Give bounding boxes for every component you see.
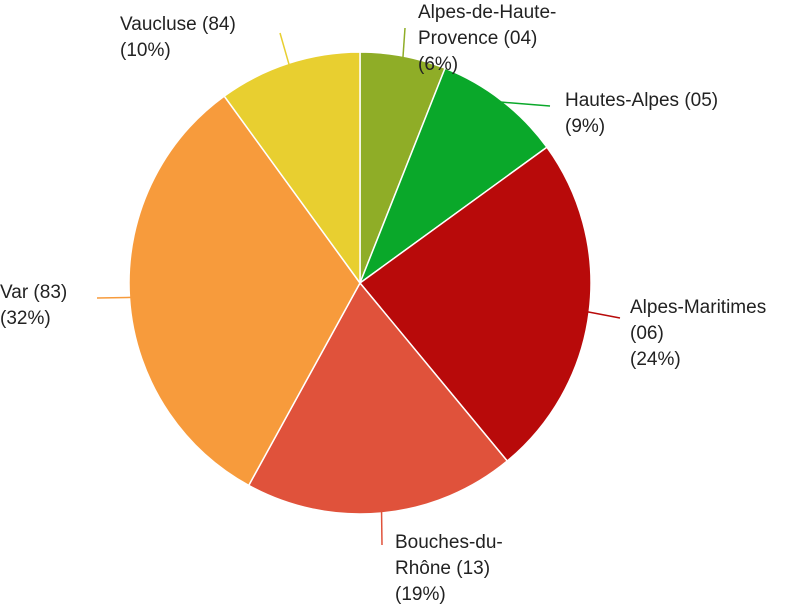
slice-label: Var (83) (32%)	[0, 280, 90, 332]
category-label: Alpes-de-Haute-Provence (04)	[418, 2, 557, 49]
value-label: (19%)	[395, 584, 446, 605]
category-label: Vaucluse (84)	[120, 14, 236, 35]
category-label: Bouches-du-Rhône (13)	[395, 532, 503, 579]
leader-line	[279, 32, 290, 66]
category-label: Var (83)	[0, 282, 68, 303]
slice-label: Alpes-de-Haute-Provence (04) (6%)	[418, 0, 586, 78]
pie-slice	[358, 67, 548, 286]
slice-label: Hautes-Alpes (05) (9%)	[565, 88, 775, 140]
leader-line	[500, 101, 551, 107]
value-label: (9%)	[565, 116, 606, 137]
category-label: Alpes-Maritimes (06)	[630, 297, 767, 344]
value-label: (32%)	[0, 308, 51, 329]
slice-label: Alpes-Maritimes (06) (24%)	[630, 295, 803, 373]
leader-line	[96, 296, 132, 299]
value-label: (6%)	[418, 54, 459, 75]
slice-label: Bouches-du-Rhône (13) (19%)	[395, 530, 520, 608]
leader-line	[587, 310, 621, 319]
leader-line	[402, 27, 406, 59]
value-label: (10%)	[120, 40, 171, 61]
slice-label: Vaucluse (84) (10%)	[120, 12, 290, 64]
category-label: Hautes-Alpes (05)	[565, 90, 719, 111]
value-label: (24%)	[630, 349, 681, 370]
